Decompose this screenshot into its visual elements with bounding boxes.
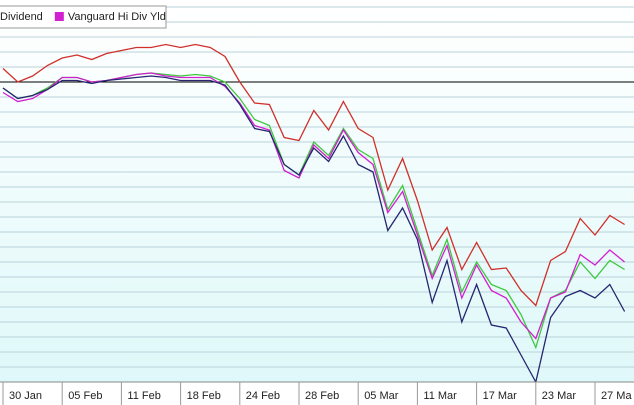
x-tick-label: 11 Feb bbox=[127, 390, 160, 402]
x-tick-label: 27 Ma bbox=[601, 390, 632, 402]
x-tick-label: 11 Mar bbox=[423, 390, 457, 402]
legend-label: Dividend bbox=[0, 11, 43, 23]
x-axis-labels: 30 Jan 05 Feb 11 Feb 18 Feb 24 Feb 28 Feb 05 M… bbox=[2, 382, 632, 405]
legend: Dividend Vanguard Hi Div Yld bbox=[0, 5, 167, 29]
legend-label: Vanguard Hi Div Yld bbox=[68, 11, 166, 23]
x-tick-label: 17 Mar bbox=[483, 390, 518, 402]
x-tick-label: 18 Feb bbox=[187, 390, 221, 402]
series-line bbox=[2, 43, 625, 307]
x-tick-label: 28 Feb bbox=[305, 390, 339, 402]
x-tick-label: 24 Feb bbox=[246, 390, 280, 402]
plot-area bbox=[0, 7, 634, 382]
x-tick-label: 05 Mar bbox=[364, 390, 399, 402]
legend-box bbox=[0, 5, 167, 29]
x-tick-label: 23 Mar bbox=[542, 390, 577, 402]
grid bbox=[0, 6, 634, 383]
series-line bbox=[2, 75, 626, 384]
x-tick-label: 30 Jan bbox=[9, 390, 42, 402]
x-tick-label: 05 Feb bbox=[68, 390, 102, 402]
legend-swatch bbox=[54, 12, 64, 21]
lines bbox=[2, 43, 626, 384]
x-axis-area bbox=[0, 382, 634, 405]
